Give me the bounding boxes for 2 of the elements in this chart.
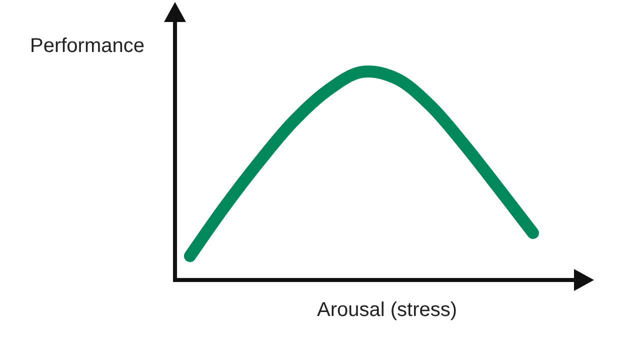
- x-axis-title: Arousal (stress): [316, 299, 458, 321]
- y-axis-title: Performance: [30, 35, 144, 57]
